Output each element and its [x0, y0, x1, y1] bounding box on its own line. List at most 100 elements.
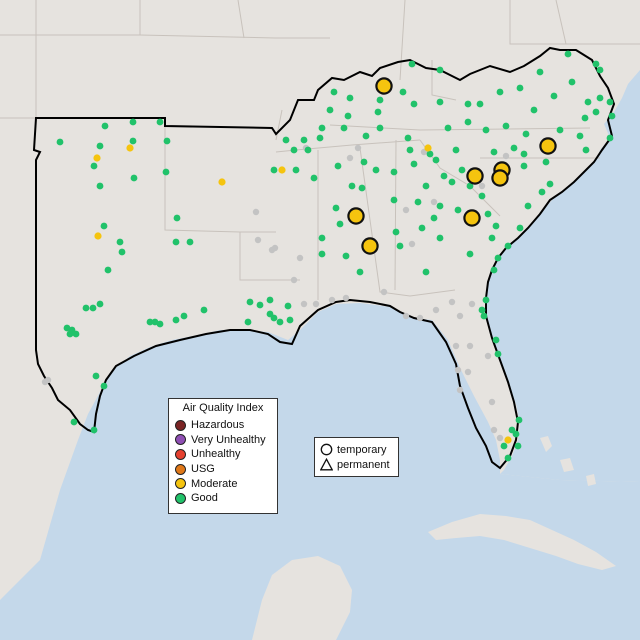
temporary-moderate-site-marker[interactable]	[375, 77, 393, 95]
good-site-marker[interactable]	[542, 158, 550, 166]
good-site-marker[interactable]	[92, 372, 100, 380]
good-site-marker[interactable]	[581, 114, 589, 122]
good-site-marker[interactable]	[332, 204, 340, 212]
good-site-marker[interactable]	[256, 301, 264, 309]
good-site-marker[interactable]	[376, 96, 384, 104]
inactive-site-marker[interactable]	[454, 366, 462, 374]
good-site-marker[interactable]	[156, 118, 164, 126]
inactive-site-marker[interactable]	[416, 314, 424, 322]
good-site-marker[interactable]	[512, 430, 520, 438]
good-site-marker[interactable]	[490, 148, 498, 156]
good-site-marker[interactable]	[432, 156, 440, 164]
good-site-marker[interactable]	[546, 180, 554, 188]
good-site-marker[interactable]	[440, 172, 448, 180]
good-site-marker[interactable]	[362, 132, 370, 140]
good-site-marker[interactable]	[290, 146, 298, 154]
good-site-marker[interactable]	[318, 250, 326, 258]
good-site-marker[interactable]	[360, 158, 368, 166]
good-site-marker[interactable]	[608, 112, 616, 120]
inactive-site-marker[interactable]	[484, 352, 492, 360]
good-site-marker[interactable]	[286, 316, 294, 324]
good-site-marker[interactable]	[358, 184, 366, 192]
good-site-marker[interactable]	[346, 94, 354, 102]
good-site-marker[interactable]	[492, 336, 500, 344]
good-site-marker[interactable]	[390, 196, 398, 204]
good-site-marker[interactable]	[482, 126, 490, 134]
good-site-marker[interactable]	[516, 224, 524, 232]
good-site-marker[interactable]	[330, 88, 338, 96]
good-site-marker[interactable]	[406, 146, 414, 154]
inactive-site-marker[interactable]	[452, 342, 460, 350]
good-site-marker[interactable]	[522, 130, 530, 138]
good-site-marker[interactable]	[576, 132, 584, 140]
good-site-marker[interactable]	[390, 168, 398, 176]
good-site-marker[interactable]	[82, 304, 90, 312]
inactive-site-marker[interactable]	[402, 206, 410, 214]
good-site-marker[interactable]	[422, 182, 430, 190]
good-site-marker[interactable]	[538, 188, 546, 196]
good-site-marker[interactable]	[606, 98, 614, 106]
inactive-site-marker[interactable]	[456, 312, 464, 320]
good-site-marker[interactable]	[490, 266, 498, 274]
moderate-site-marker[interactable]	[94, 232, 102, 240]
good-site-marker[interactable]	[172, 316, 180, 324]
good-site-marker[interactable]	[596, 94, 604, 102]
good-site-marker[interactable]	[408, 60, 416, 68]
good-site-marker[interactable]	[129, 137, 137, 145]
good-site-marker[interactable]	[392, 228, 400, 236]
good-site-marker[interactable]	[492, 222, 500, 230]
good-site-marker[interactable]	[96, 142, 104, 150]
good-site-marker[interactable]	[96, 182, 104, 190]
moderate-site-marker[interactable]	[218, 178, 226, 186]
inactive-site-marker[interactable]	[328, 296, 336, 304]
temporary-moderate-site-marker[interactable]	[491, 169, 509, 187]
good-site-marker[interactable]	[404, 134, 412, 142]
good-site-marker[interactable]	[163, 137, 171, 145]
inactive-site-marker[interactable]	[466, 342, 474, 350]
good-site-marker[interactable]	[173, 214, 181, 222]
good-site-marker[interactable]	[334, 162, 342, 170]
good-site-marker[interactable]	[96, 300, 104, 308]
good-site-marker[interactable]	[336, 220, 344, 228]
good-site-marker[interactable]	[340, 124, 348, 132]
good-site-marker[interactable]	[584, 98, 592, 106]
good-site-marker[interactable]	[556, 126, 564, 134]
good-site-marker[interactable]	[342, 252, 350, 260]
inactive-site-marker[interactable]	[464, 368, 472, 376]
good-site-marker[interactable]	[488, 234, 496, 242]
good-site-marker[interactable]	[118, 248, 126, 256]
good-site-marker[interactable]	[186, 238, 194, 246]
good-site-marker[interactable]	[536, 68, 544, 76]
good-site-marker[interactable]	[478, 306, 486, 314]
good-site-marker[interactable]	[292, 166, 300, 174]
good-site-marker[interactable]	[101, 122, 109, 130]
inactive-site-marker[interactable]	[432, 306, 440, 314]
moderate-site-marker[interactable]	[504, 436, 512, 444]
good-site-marker[interactable]	[436, 66, 444, 74]
good-site-marker[interactable]	[452, 146, 460, 154]
good-site-marker[interactable]	[376, 124, 384, 132]
good-site-marker[interactable]	[72, 330, 80, 338]
good-site-marker[interactable]	[520, 150, 528, 158]
inactive-site-marker[interactable]	[402, 312, 410, 320]
good-site-marker[interactable]	[348, 182, 356, 190]
good-site-marker[interactable]	[63, 324, 71, 332]
good-site-marker[interactable]	[318, 234, 326, 242]
good-site-marker[interactable]	[426, 150, 434, 158]
good-site-marker[interactable]	[399, 88, 407, 96]
good-site-marker[interactable]	[66, 330, 74, 338]
good-site-marker[interactable]	[422, 268, 430, 276]
good-site-marker[interactable]	[56, 138, 64, 146]
good-site-marker[interactable]	[410, 100, 418, 108]
inactive-site-marker[interactable]	[300, 300, 308, 308]
good-site-marker[interactable]	[418, 224, 426, 232]
good-site-marker[interactable]	[90, 162, 98, 170]
good-site-marker[interactable]	[478, 192, 486, 200]
good-site-marker[interactable]	[458, 166, 466, 174]
good-site-marker[interactable]	[564, 50, 572, 58]
good-site-marker[interactable]	[156, 320, 164, 328]
inactive-site-marker[interactable]	[346, 154, 354, 162]
inactive-site-marker[interactable]	[290, 276, 298, 284]
temporary-moderate-site-marker[interactable]	[463, 209, 481, 227]
